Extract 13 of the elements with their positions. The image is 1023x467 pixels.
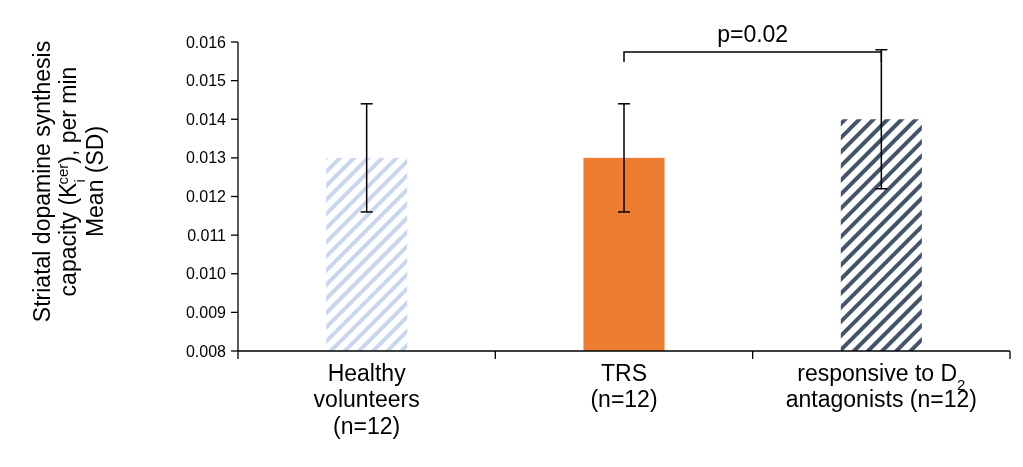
x-tick-label: Healthy volunteers (n=12)	[313, 360, 420, 439]
annotation: p=0.02	[717, 21, 789, 47]
y-tick-label: 0.012	[185, 188, 227, 206]
y-tick-label: 0.013	[185, 149, 227, 167]
x-tick-label: TRS (n=12)	[590, 360, 658, 413]
y-tick-label: 0.009	[185, 303, 227, 321]
y-tick-label: 0.015	[185, 72, 227, 90]
y-tick-label: 0.010	[185, 265, 227, 283]
y-tick-label: 0.011	[187, 226, 227, 244]
y-tick-label: 0.016	[185, 33, 227, 51]
x-tick-label: responsive to D$_{2}$ antagonists (n=12)	[785, 360, 977, 413]
y-tick-label: 0.014	[185, 110, 227, 128]
y-tick-label: 0.008	[185, 342, 227, 360]
